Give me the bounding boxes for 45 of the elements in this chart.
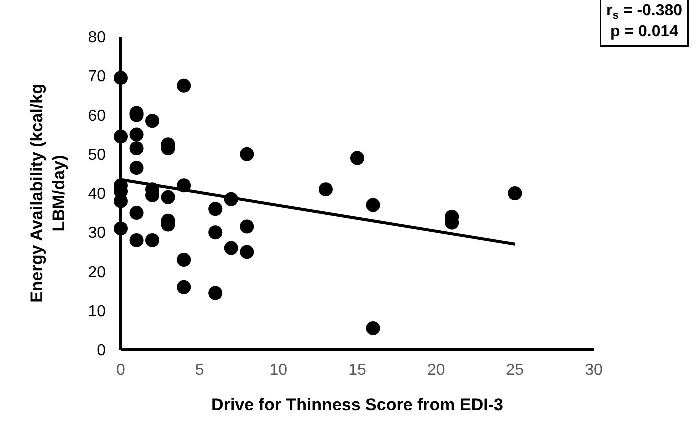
point xyxy=(208,226,223,240)
point xyxy=(130,206,144,220)
y-tick-label: 50 xyxy=(88,146,106,164)
point xyxy=(130,128,144,142)
point xyxy=(146,233,160,248)
y-tick-label: 20 xyxy=(88,264,106,282)
point xyxy=(114,130,128,144)
y-axis-title: Energy Availability (kcal/kg LBM/day) xyxy=(28,84,69,303)
point xyxy=(366,198,380,212)
y-tick-label: 40 xyxy=(88,186,106,204)
point xyxy=(177,280,192,294)
y-tick-label: 80 xyxy=(88,30,106,47)
point xyxy=(114,222,128,236)
point xyxy=(240,245,254,260)
point xyxy=(508,186,522,200)
point xyxy=(208,286,223,300)
point xyxy=(366,321,380,336)
point xyxy=(130,233,144,248)
point xyxy=(177,78,192,93)
point xyxy=(146,114,160,128)
x-tick-label: 0 xyxy=(116,362,126,379)
x-tick-label: 5 xyxy=(195,362,204,379)
x-tick-label: 20 xyxy=(427,362,446,379)
x-tick-label: 30 xyxy=(585,362,603,379)
point xyxy=(224,241,238,256)
y-tick-label: 60 xyxy=(88,108,106,125)
x-tick-label: 10 xyxy=(270,362,288,379)
y-tick-label: 30 xyxy=(88,225,106,242)
point xyxy=(161,190,176,204)
x-tick-label: 15 xyxy=(348,362,366,379)
point xyxy=(130,142,144,156)
y-tick-label: 0 xyxy=(97,342,106,360)
point xyxy=(318,182,333,197)
point xyxy=(130,161,144,176)
point xyxy=(240,147,254,162)
text: r$_{s}$ = -0.380 p = 0.014 xyxy=(606,2,683,40)
x-tick-label: 25 xyxy=(506,362,524,379)
point xyxy=(350,151,364,166)
point xyxy=(240,220,254,234)
y-tick-label: 10 xyxy=(88,303,106,320)
point xyxy=(208,202,223,216)
point xyxy=(177,253,192,268)
point xyxy=(114,71,128,86)
x-axis-title: Drive for Thinness Score from EDI-3 xyxy=(212,395,504,414)
y-tick-label: 70 xyxy=(88,68,106,86)
